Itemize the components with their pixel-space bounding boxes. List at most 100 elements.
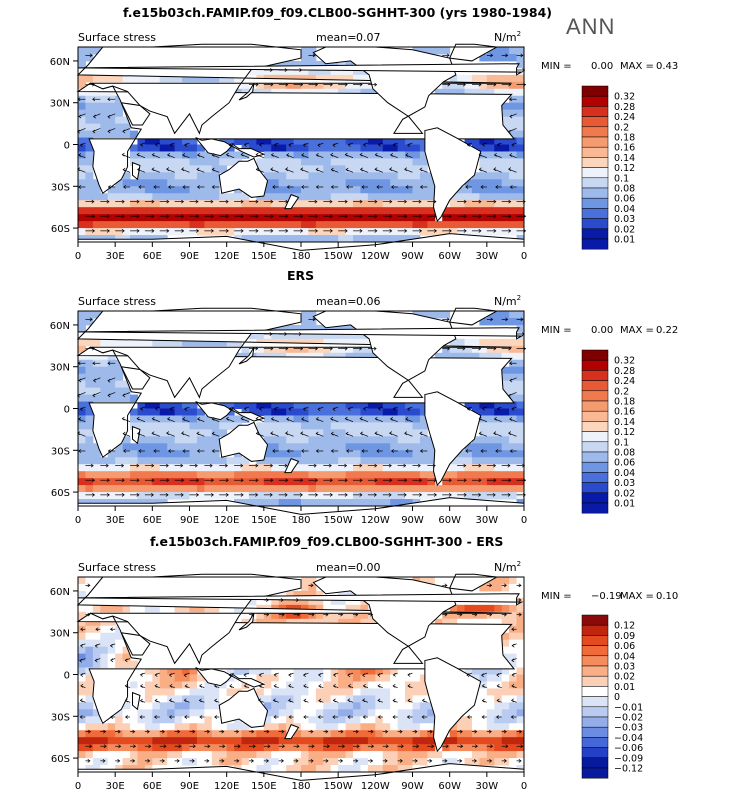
field-cell	[494, 415, 503, 423]
field-cell	[234, 492, 243, 500]
field-cell	[286, 235, 295, 243]
field-cell	[353, 478, 361, 486]
field-cell	[100, 653, 109, 662]
wind-arrowhead	[392, 407, 396, 411]
field-cell	[301, 74, 309, 83]
field-cell	[308, 214, 317, 222]
wind-arrowhead	[255, 416, 259, 421]
field-cell	[382, 492, 391, 500]
wind-arrowhead	[240, 214, 244, 219]
wind-arrowhead	[433, 492, 437, 497]
field-cell	[182, 221, 190, 229]
field-cell	[353, 688, 361, 696]
wind-arrowhead	[286, 185, 290, 189]
field-cell	[330, 415, 339, 423]
wind-arrowhead	[107, 185, 111, 189]
field-cell	[308, 401, 317, 409]
wind-arrowhead	[106, 228, 110, 233]
y-tick-label: 60N	[50, 587, 70, 598]
field-cell	[92, 373, 101, 382]
field-cell	[130, 443, 138, 451]
field-cell	[293, 667, 302, 675]
field-cell	[308, 317, 317, 326]
field-cell	[256, 751, 265, 759]
field-cell	[159, 730, 168, 738]
field-cell	[293, 436, 302, 444]
wind-arrowhead	[302, 407, 306, 412]
field-cell	[367, 457, 376, 465]
field-cell	[293, 688, 302, 696]
field-cell	[263, 471, 272, 479]
field-cell	[301, 228, 309, 236]
field-cell	[271, 765, 280, 773]
field-cell	[256, 200, 265, 208]
x-tick-label: 120W	[361, 251, 390, 262]
field-cell	[375, 186, 384, 194]
field-cell	[256, 730, 265, 738]
field-cell	[182, 408, 190, 416]
field-cell	[390, 408, 399, 416]
field-cell	[256, 165, 265, 173]
field-cell	[152, 221, 161, 229]
field-cell	[301, 457, 309, 465]
field-cell	[330, 338, 339, 347]
field-cell	[137, 751, 146, 759]
field-cell	[301, 604, 309, 613]
field-cell	[263, 193, 272, 201]
field-cell	[293, 751, 302, 759]
field-cell	[122, 653, 131, 662]
field-cell	[516, 352, 525, 361]
field-cell	[464, 214, 473, 222]
colorbar-box	[581, 85, 609, 97]
panel-min-value: 0.00	[591, 61, 613, 72]
field-cell	[471, 723, 480, 731]
wind-arrowhead	[285, 346, 289, 351]
field-cell	[315, 597, 324, 606]
field-cell	[196, 443, 205, 451]
field-cell	[92, 200, 101, 208]
field-cell	[375, 179, 384, 187]
field-cell	[375, 464, 384, 472]
field-cell	[479, 81, 488, 90]
field-cell	[167, 165, 176, 173]
field-cell	[315, 737, 324, 745]
field-cell	[278, 221, 287, 229]
field-cell	[115, 116, 124, 125]
field-cell	[449, 228, 458, 236]
field-cell	[360, 221, 369, 229]
field-cell	[263, 158, 272, 166]
field-cell	[263, 674, 272, 682]
field-cell	[278, 674, 287, 682]
wind-arrowhead	[224, 463, 228, 468]
field-cell	[405, 751, 413, 759]
field-cell	[367, 88, 376, 97]
wind-arrowhead	[315, 228, 319, 233]
field-cell	[434, 485, 443, 493]
wind-arrowhead	[376, 185, 380, 189]
field-cell	[516, 95, 525, 104]
field-cell	[196, 74, 205, 83]
field-cell	[144, 415, 153, 423]
wind-arrowhead	[419, 449, 423, 453]
field-cell	[486, 485, 495, 493]
field-cell	[115, 380, 124, 389]
wind-arrowhead	[250, 612, 254, 617]
field-cell	[330, 207, 339, 215]
field-cell	[234, 186, 243, 194]
field-cell	[92, 116, 101, 125]
field-cell	[494, 137, 503, 145]
wind-arrowhead	[407, 698, 411, 703]
field-cell	[85, 47, 94, 55]
field-cell	[434, 47, 443, 55]
field-cell	[263, 695, 272, 703]
field-cell	[301, 331, 309, 340]
field-cell	[360, 186, 369, 194]
field-cell	[412, 144, 421, 152]
wind-vectors	[76, 53, 527, 233]
field-cell	[501, 450, 510, 458]
field-cell	[241, 214, 250, 222]
field-cell	[137, 709, 146, 717]
field-cell	[405, 165, 413, 173]
field-cell	[405, 702, 413, 710]
field-cell	[159, 408, 168, 416]
